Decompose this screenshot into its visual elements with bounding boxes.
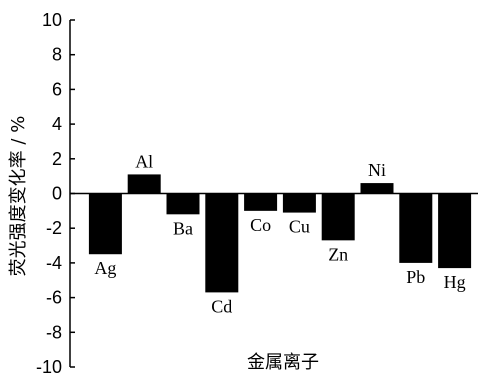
- category-label-pb: Pb: [406, 267, 425, 287]
- category-label-al: Al: [135, 151, 153, 171]
- bar-ba: [166, 193, 200, 215]
- bar-ni: [360, 183, 394, 194]
- y-tick-label: 4: [52, 114, 62, 134]
- bar-cu: [282, 193, 316, 213]
- bar-zn: [321, 193, 355, 241]
- y-tick-label: 0: [52, 184, 62, 204]
- category-label-cu: Cu: [289, 217, 310, 237]
- bar-cd: [205, 193, 239, 293]
- y-tick-label: -4: [46, 253, 62, 273]
- y-tick-label: 2: [52, 149, 62, 169]
- y-tick-label: 10: [42, 10, 62, 30]
- category-labels: Ag Al Ba Cd Co Cu Zn Ni Pb Hg: [94, 151, 465, 316]
- axes: 10 8 6 4 2 0 -2 -4 -6 -8 -10: [36, 10, 478, 374]
- bars: [88, 174, 472, 293]
- category-label-ba: Ba: [173, 218, 193, 238]
- category-label-cd: Cd: [211, 296, 232, 316]
- category-label-co: Co: [250, 215, 271, 235]
- bar-hg: [438, 193, 472, 269]
- y-tick-label: -10: [36, 357, 62, 374]
- category-label-hg: Hg: [444, 272, 466, 292]
- x-axis-title: 金属离子: [247, 352, 319, 373]
- category-label-ni: Ni: [368, 160, 386, 180]
- category-label-zn: Zn: [328, 244, 348, 264]
- category-label-ag: Ag: [94, 258, 116, 278]
- y-tick-label: 6: [52, 79, 62, 99]
- bar-al: [127, 174, 161, 194]
- y-tick-label: 8: [52, 45, 62, 65]
- y-axis-title: 荧光强度变化率 / %: [8, 116, 29, 277]
- bar-ag: [88, 193, 122, 255]
- y-tick-label: -8: [46, 322, 62, 342]
- y-tick-label: -2: [46, 218, 62, 238]
- y-tick-label: -6: [46, 288, 62, 308]
- bar-pb: [399, 193, 433, 263]
- bar-co: [244, 193, 278, 211]
